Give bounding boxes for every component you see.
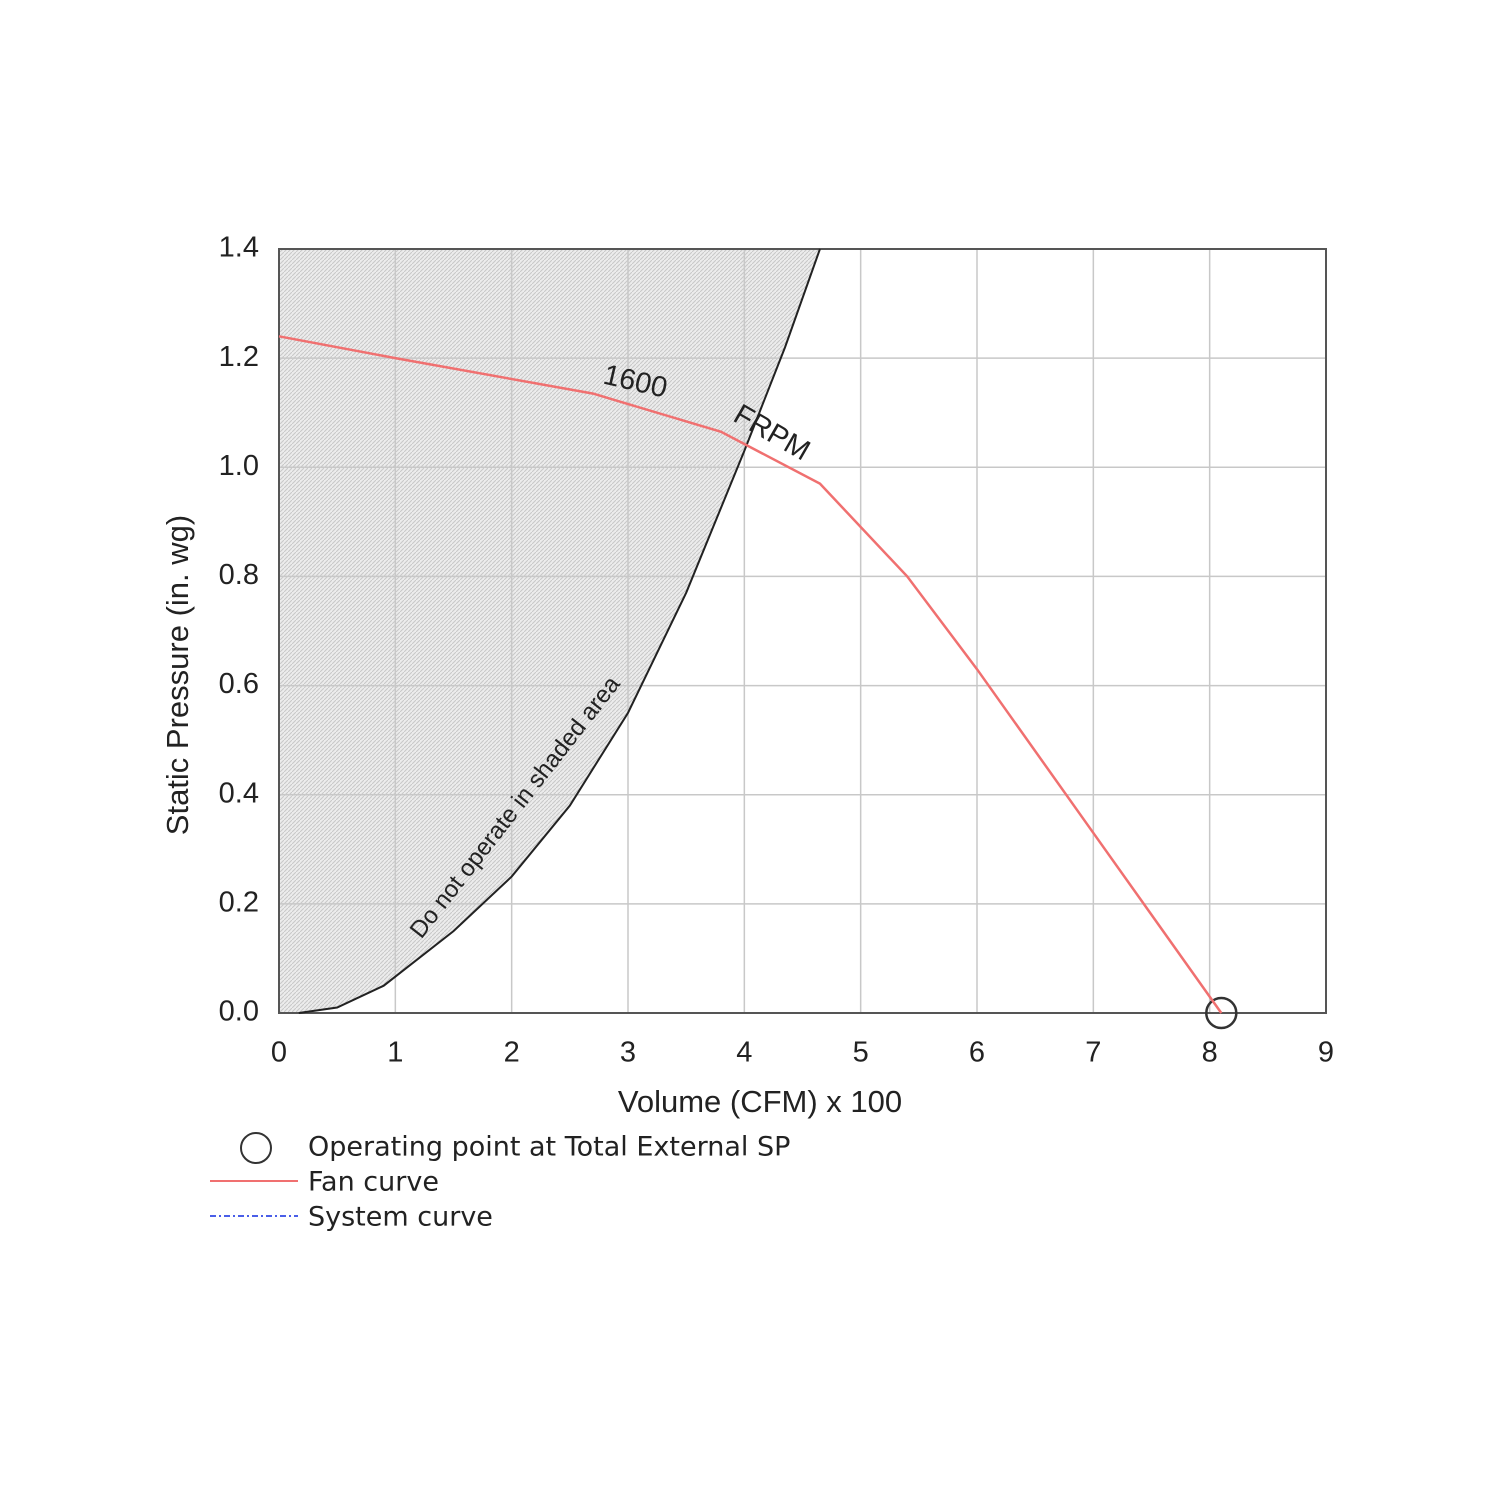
legend-label: Operating point at Total External SP bbox=[308, 1132, 790, 1163]
shaded-area bbox=[279, 249, 820, 1013]
x-tick-label: 9 bbox=[1318, 1037, 1334, 1069]
x-tick-label: 3 bbox=[620, 1037, 636, 1069]
series-line bbox=[278, 335, 1223, 1014]
x-tick-label: 7 bbox=[1085, 1037, 1101, 1069]
x-tick-label: 1 bbox=[387, 1037, 403, 1069]
y-tick-label: 1.0 bbox=[219, 450, 259, 482]
y-tick-label: 0.8 bbox=[219, 559, 259, 591]
operating-point bbox=[1205, 996, 1238, 1030]
legend-label: System curve bbox=[308, 1202, 493, 1233]
y-tick-label: 1.2 bbox=[219, 341, 259, 373]
y-axis-label: Static Pressure (in. wg) bbox=[160, 515, 195, 835]
boundary-curve bbox=[298, 248, 821, 1014]
y-tick-label: 0.0 bbox=[219, 996, 259, 1028]
x-tick-label: 0 bbox=[271, 1037, 287, 1069]
y-tick-label: 0.2 bbox=[219, 887, 259, 919]
legend-label: Fan curve bbox=[308, 1167, 439, 1198]
x-axis-label: Volume (CFM) x 100 bbox=[618, 1084, 902, 1119]
y-tick-label: 0.4 bbox=[219, 777, 259, 809]
x-tick-label: 8 bbox=[1202, 1037, 1218, 1069]
x-tick-label: 6 bbox=[969, 1037, 985, 1069]
x-tick-label: 4 bbox=[736, 1037, 752, 1069]
y-tick-label: 1.4 bbox=[219, 232, 259, 264]
legend-marker bbox=[240, 1132, 272, 1164]
x-tick-label: 5 bbox=[853, 1037, 869, 1069]
x-tick-label: 2 bbox=[504, 1037, 520, 1069]
plot-frame bbox=[278, 248, 1327, 1014]
y-tick-label: 0.6 bbox=[219, 668, 259, 700]
